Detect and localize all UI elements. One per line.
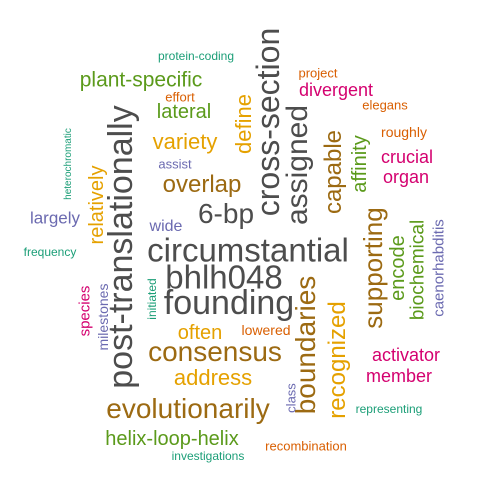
word-investigations: investigations — [171, 449, 245, 463]
word-elegans: elegans — [362, 97, 408, 113]
word-encode: encode — [387, 235, 409, 301]
word-cross-section: cross-section — [250, 27, 286, 217]
word-helix-loop-helix: helix-loop-helix — [105, 428, 239, 450]
word-recombination: recombination — [265, 438, 347, 454]
word-initiated: initiated — [145, 278, 159, 320]
word-plant-specific: plant-specific — [79, 68, 203, 92]
word-class: class — [283, 383, 299, 413]
word-consensus: consensus — [148, 336, 282, 367]
word-largely: largely — [29, 208, 81, 228]
word-variety: variety — [152, 129, 218, 154]
word-organ: organ — [382, 167, 430, 187]
word-milestones: milestones — [95, 283, 111, 351]
word-recognized: recognized — [324, 301, 351, 419]
word-activator: activator — [371, 345, 441, 365]
word-lateral: lateral — [156, 101, 212, 123]
word-often: often — [177, 322, 223, 344]
word-relatively: relatively — [86, 165, 108, 245]
word-member: member — [365, 366, 433, 386]
word-project: project — [298, 65, 338, 81]
word-assist: assist — [158, 156, 192, 172]
word-define: define — [231, 94, 256, 154]
word-protein-coding: protein-coding — [157, 49, 235, 63]
word-supporting: supporting — [358, 207, 388, 329]
word-frequency: frequency — [23, 245, 77, 259]
word-assigned: assigned — [281, 104, 314, 226]
word-heterochromatic: heterochromatic — [63, 128, 74, 200]
word-representing: representing — [355, 402, 423, 416]
word-bhlh048: bhlh048 — [165, 258, 283, 296]
word-lowered: lowered — [241, 322, 291, 338]
word-wide: wide — [149, 218, 183, 235]
word-species: species — [76, 285, 94, 337]
word-founding: founding — [163, 284, 295, 322]
word-affinity: affinity — [349, 135, 371, 193]
word-capable: capable — [320, 129, 347, 215]
word-caenorhabditis: caenorhabditis — [430, 219, 448, 317]
word-6-bp: 6-bp — [197, 198, 255, 229]
word-effort: effort — [165, 89, 195, 105]
word-crucial: crucial — [380, 147, 434, 167]
word-address: address — [173, 365, 253, 390]
word-roughly: roughly — [381, 124, 427, 140]
word-divergent: divergent — [298, 80, 374, 100]
word-biochemical: biochemical — [407, 219, 429, 321]
word-overlap: overlap — [162, 171, 242, 198]
word-circumstantial: circumstantial — [147, 231, 349, 269]
word-evolutionarily: evolutionarily — [106, 393, 270, 424]
